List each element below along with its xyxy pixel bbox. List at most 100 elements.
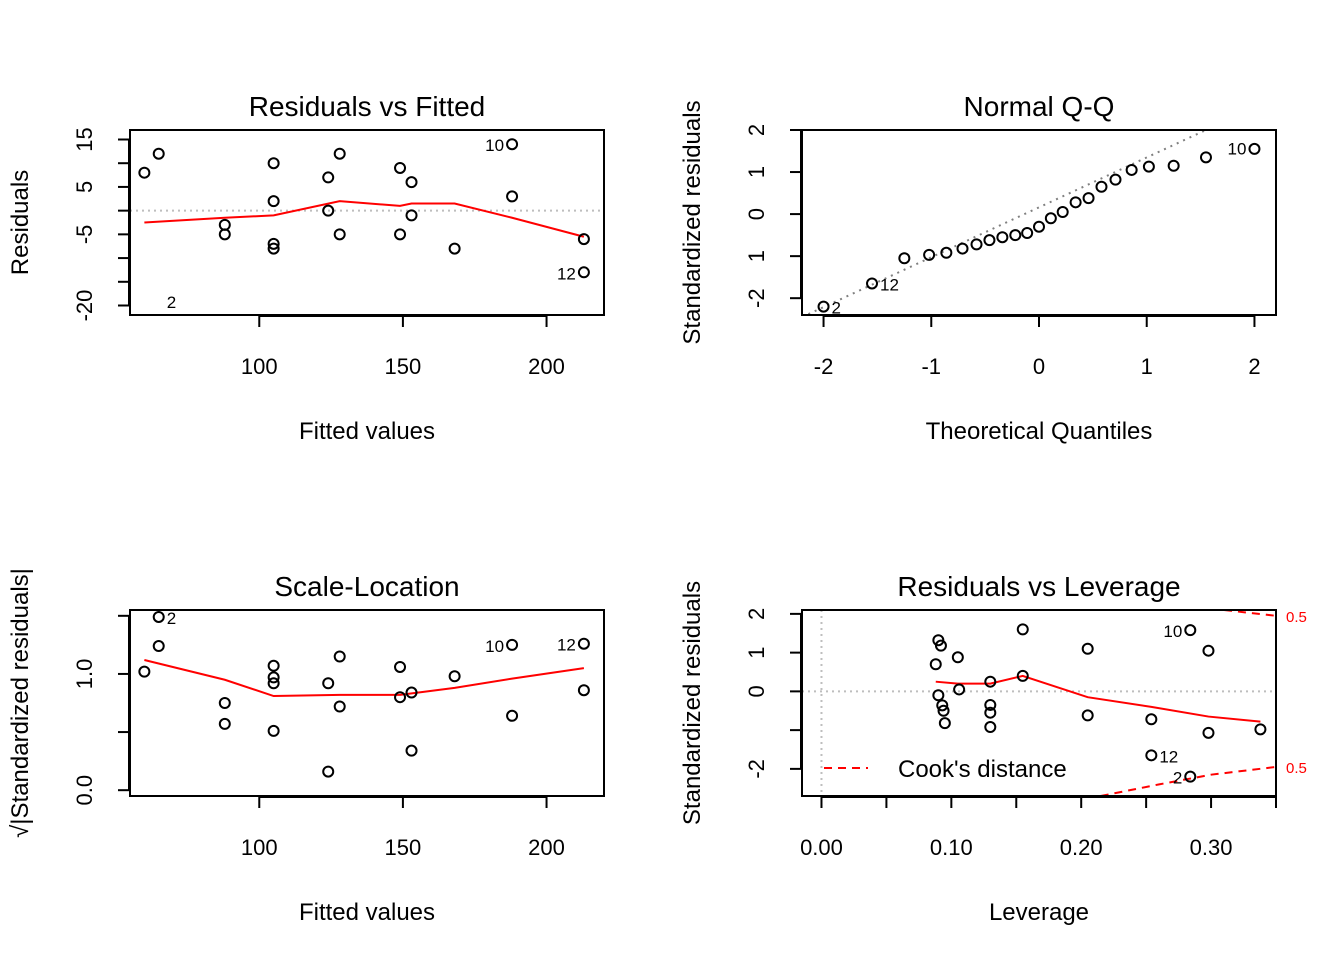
x-tick-label: 100: [241, 835, 278, 860]
data-point: [1254, 723, 1267, 736]
cooks-distance-curve: [1223, 610, 1276, 617]
y-tick-label: 5: [72, 181, 97, 193]
data-point: [267, 195, 280, 208]
data-point: [1125, 163, 1138, 176]
x-tick-label: 150: [385, 835, 422, 860]
data-point: [267, 157, 280, 170]
data-point: [1184, 770, 1197, 783]
data-point: [1081, 642, 1094, 655]
data-point: [138, 665, 151, 678]
data-point: [267, 242, 280, 255]
panel-2: Normal Q-Q Theoretical Quantiles Standardi…: [679, 91, 1277, 445]
data-point: [984, 698, 997, 711]
data-point: [1056, 205, 1069, 218]
data-point: [1016, 669, 1029, 682]
data-point: [322, 765, 335, 778]
data-point: [448, 242, 461, 255]
data-point: [1009, 229, 1022, 242]
data-point: [405, 176, 418, 189]
data-point: [1248, 142, 1261, 155]
data-point: [405, 209, 418, 222]
data-point: [929, 658, 942, 671]
x-tick-label: 2: [1248, 354, 1260, 379]
data-point: [152, 610, 165, 623]
data-point: [138, 166, 151, 179]
data-point: [405, 686, 418, 699]
data-point: [984, 721, 997, 734]
data-point: [951, 651, 964, 664]
data-point: [923, 248, 936, 261]
data-point: [394, 228, 407, 241]
y-tick-label: 1: [744, 647, 769, 659]
data-point: [1145, 749, 1158, 762]
data-point: [984, 675, 997, 688]
plot-title: Scale-Location: [274, 571, 459, 602]
data-point: [1082, 192, 1095, 205]
x-tick-label: 0.20: [1060, 835, 1103, 860]
plot-title: Residuals vs Leverage: [897, 571, 1180, 602]
data-point: [1033, 220, 1045, 233]
data-point: [506, 138, 519, 151]
point-label: 12: [557, 636, 576, 655]
data-point: [1016, 623, 1029, 636]
data-point: [983, 234, 996, 247]
smooth-line: [144, 659, 585, 698]
point-label: 2: [832, 299, 841, 318]
y-axis-label: √|Standardized residuals|: [7, 568, 34, 838]
y-tick-label: -5: [72, 225, 97, 245]
x-tick-label: 100: [241, 354, 278, 379]
y-tick-label: 0.0: [72, 775, 97, 806]
cooks-distance-label: 0.5: [1286, 760, 1307, 777]
y-tick-label: -2: [744, 759, 769, 779]
data-point: [152, 640, 165, 653]
data-point: [577, 266, 590, 279]
x-tick-label: -2: [814, 354, 834, 379]
x-tick-label: 1: [1141, 354, 1153, 379]
x-tick-label: 200: [528, 835, 565, 860]
x-axis-label: Fitted values: [299, 418, 435, 445]
x-tick-label: 0: [1033, 354, 1045, 379]
data-point: [267, 659, 280, 672]
data-point: [322, 677, 335, 690]
data-point: [1199, 151, 1212, 164]
x-tick-label: 150: [385, 354, 422, 379]
point-label: 10: [485, 136, 504, 155]
data-point: [932, 689, 945, 702]
plot-title: Normal Q-Q: [964, 91, 1115, 122]
point-label: 10: [485, 637, 504, 656]
y-axis-label: Standardized residuals: [679, 581, 706, 825]
data-point: [333, 147, 346, 160]
data-point: [817, 300, 830, 313]
data-point: [267, 671, 280, 684]
data-point: [577, 684, 590, 697]
data-point: [577, 637, 590, 650]
data-point: [953, 683, 966, 696]
y-tick-label: 0: [744, 685, 769, 697]
x-tick-label: 200: [528, 354, 565, 379]
data-point: [333, 650, 346, 663]
data-point: [448, 670, 461, 683]
point-label: 10: [1163, 622, 1182, 641]
plot-frame: [129, 609, 605, 797]
data-point: [506, 709, 519, 722]
data-point: [1167, 159, 1180, 172]
data-point: [394, 161, 407, 174]
cooks-distance-label: 0.5: [1286, 609, 1307, 626]
x-tick-label: -1: [921, 354, 941, 379]
data-point: [1044, 212, 1057, 225]
point-label: 10: [1228, 140, 1247, 159]
y-axis-label: Residuals: [7, 170, 34, 275]
data-point: [333, 228, 346, 241]
data-point: [938, 717, 951, 730]
point-label: 12: [557, 264, 576, 283]
y-tick-label: -2: [744, 288, 769, 308]
data-point: [866, 277, 879, 290]
data-point: [898, 252, 911, 265]
data-point: [984, 706, 997, 719]
x-tick-label: 0.30: [1190, 835, 1233, 860]
point-label: 12: [880, 275, 899, 294]
data-point: [152, 147, 165, 160]
data-point: [1021, 227, 1034, 240]
y-tick-label: 2: [744, 608, 769, 620]
data-point: [267, 724, 280, 737]
